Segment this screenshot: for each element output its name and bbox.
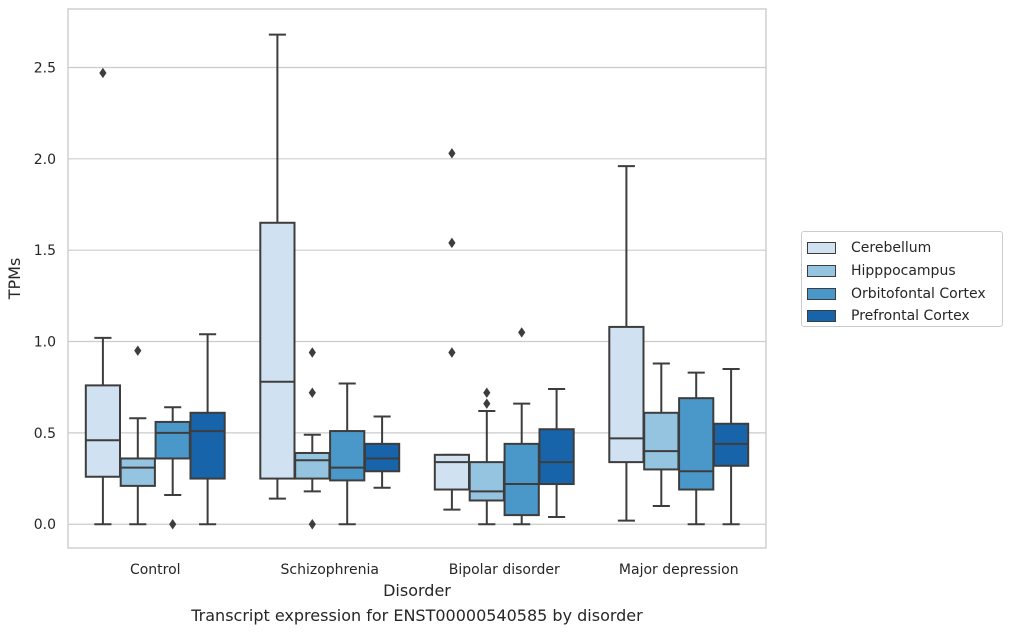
- outlier-point: [308, 347, 316, 358]
- legend-label-prefrontal-cortex: Prefrontal Cortex: [851, 308, 970, 325]
- y-tick-label: 2.0: [34, 152, 56, 168]
- outlier-point: [134, 345, 142, 356]
- x-tick-label: Control: [130, 562, 181, 578]
- box-layer: [84, 33, 750, 530]
- y-tick-label: 2.5: [34, 60, 56, 76]
- box-body: [84, 384, 122, 478]
- box-body: [119, 457, 156, 487]
- legend-label-cerebellum: Cerebellum: [851, 240, 932, 257]
- outlier-point: [518, 327, 526, 338]
- chart-legend: Cerebellum Hipppocampus Orbitofontal Cor…: [801, 231, 1003, 327]
- outlier-point: [308, 519, 316, 530]
- box-body: [503, 442, 540, 517]
- chart-caption: Transcript expression for ENST0000054058…: [191, 606, 643, 625]
- outlier-point: [483, 387, 491, 398]
- y-tick-label: 1.0: [34, 335, 56, 351]
- outlier-point: [448, 148, 456, 159]
- box-body: [538, 428, 575, 486]
- y-tick-label: 0.0: [34, 517, 56, 533]
- legend-swatch-prefrontal-cortex: [807, 310, 836, 323]
- x-tick-label: Schizophrenia: [281, 562, 379, 578]
- box-body: [468, 461, 505, 502]
- box-body: [329, 430, 366, 482]
- x-tick-label: Bipolar disorder: [449, 562, 560, 578]
- legend-swatch-cerebellum: [807, 242, 836, 255]
- axes-frame: [67, 8, 767, 549]
- box-body: [608, 325, 645, 464]
- outlier-point: [483, 398, 491, 409]
- box-body: [643, 411, 680, 471]
- legend-label-orbitofrontal-cortex: Orbitofontal Cortex: [851, 285, 986, 302]
- outlier-point: [448, 347, 456, 358]
- x-tick-label: Major depression: [619, 562, 739, 578]
- box-body: [294, 451, 331, 480]
- outlier-point: [448, 237, 456, 249]
- legend-item-orbitofrontal-cortex: Orbitofontal Cortex: [807, 282, 1002, 305]
- y-tick-label: 1.5: [34, 243, 56, 259]
- legend-item-hippocampus: Hipppocampus: [807, 260, 1002, 283]
- outlier-point: [308, 387, 316, 398]
- x-axis-label: Disorder: [383, 581, 451, 600]
- legend-item-prefrontal-cortex: Prefrontal Cortex: [807, 305, 1002, 328]
- outlier-point: [169, 519, 177, 530]
- legend-swatch-orbitofrontal-cortex: [807, 287, 836, 300]
- legend-label-hippocampus: Hipppocampus: [851, 263, 956, 280]
- outlier-point: [99, 67, 107, 79]
- box-body: [154, 420, 191, 460]
- tick-layer: 0.0 0.5 1.0 1.5 2.0 2.5 Control Schizophrenia Bi…: [34, 60, 739, 578]
- box-body: [678, 397, 715, 491]
- legend-swatch-hippocampus: [807, 265, 836, 278]
- box-body: [433, 453, 471, 491]
- box-body: [259, 221, 296, 480]
- legend-item-cerebellum: Cerebellum: [807, 237, 1002, 260]
- box-body: [189, 411, 226, 480]
- y-tick-label: 0.5: [34, 426, 56, 442]
- y-axis-label: TPMs: [5, 258, 24, 301]
